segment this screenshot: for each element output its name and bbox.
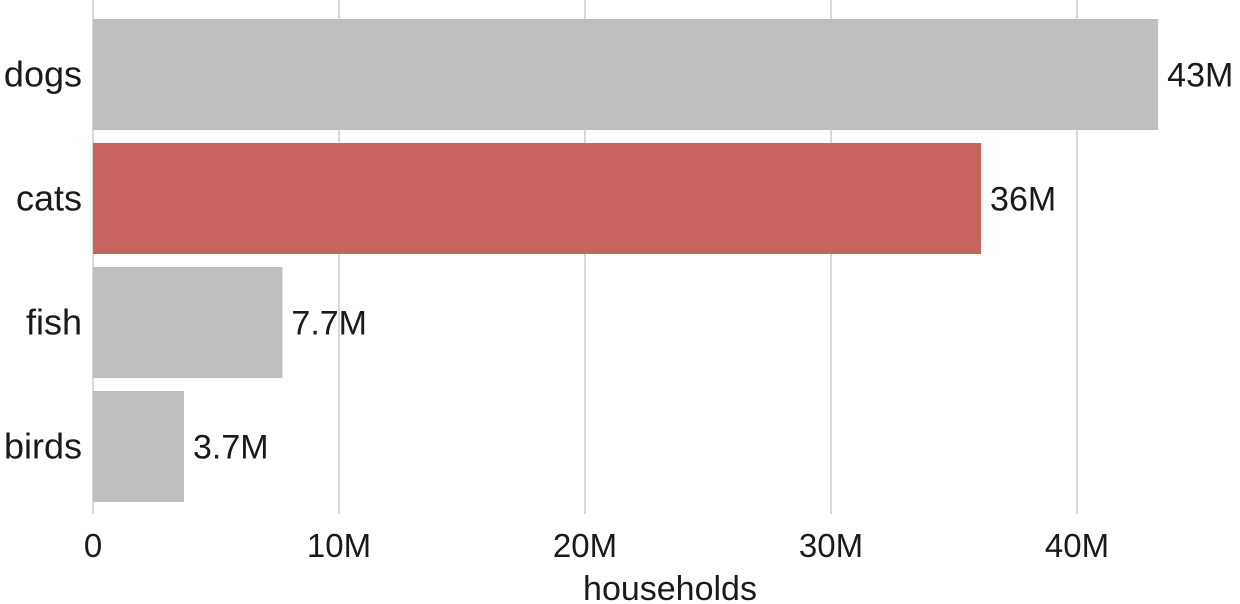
bars (93, 19, 1159, 502)
x-tick-labels: 0 10M 20M 30M 40M (84, 527, 1109, 564)
category-label-dogs: dogs (4, 54, 82, 95)
value-labels: 43M 36M 7.7M 3.7M (193, 57, 1233, 467)
bar-dogs (93, 19, 1159, 130)
value-label-birds: 3.7M (193, 429, 269, 467)
x-axis-title: households (583, 570, 757, 604)
x-tick-label-0: 0 (84, 527, 102, 564)
bar-birds (93, 391, 185, 502)
bar-cats (93, 143, 982, 254)
category-label-fish: fish (26, 302, 82, 343)
value-label-fish: 7.7M (291, 305, 367, 343)
x-tick-label-30: 30M (799, 527, 863, 564)
category-label-cats: cats (16, 178, 82, 219)
x-tick-label-10: 10M (307, 527, 371, 564)
bar-fish (93, 267, 283, 378)
x-tick-label-20: 20M (553, 527, 617, 564)
value-label-cats: 36M (990, 181, 1056, 219)
value-label-dogs: 43M (1167, 57, 1233, 95)
x-tick-label-40: 40M (1045, 527, 1109, 564)
category-label-birds: birds (4, 426, 82, 467)
category-labels: dogs cats fish birds (4, 54, 82, 467)
